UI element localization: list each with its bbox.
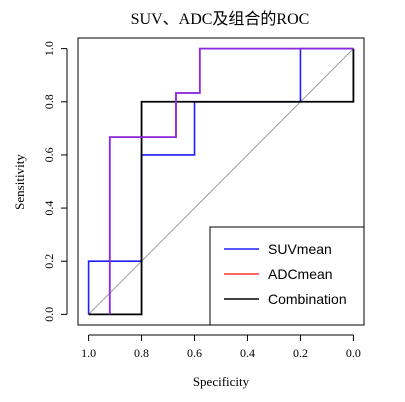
plot-area xyxy=(87,47,355,316)
y-tick-label: 1.0 xyxy=(42,41,56,56)
reference-diagonal-line xyxy=(88,48,354,315)
x-tick-label: 0.2 xyxy=(293,346,308,360)
x-tick-label: 0.0 xyxy=(346,346,361,360)
y-axis-label: Sensitivity xyxy=(12,154,27,210)
x-axis-label: Specificity xyxy=(193,374,250,389)
y-tick-label: 0.2 xyxy=(42,254,56,269)
series-line-suvmean xyxy=(87,47,354,315)
y-tick-label: 0.4 xyxy=(42,201,56,216)
legend-box xyxy=(209,226,365,326)
legend-label-adcmean: ADCmean xyxy=(268,266,333,282)
x-tick-label: 0.8 xyxy=(134,346,149,360)
overlap-line xyxy=(108,47,354,315)
y-tick-label: 0.6 xyxy=(42,147,56,162)
y-tick-label: 0.0 xyxy=(42,307,56,322)
y-tick-label: 0.8 xyxy=(42,94,56,109)
axes: 1.0 0.8 0.6 0.4 0.2 0.0 0.0 0.2 0.4 0.6 0.8 1.0 xyxy=(42,37,365,360)
chart-title: SUV、ADC及组合的ROC xyxy=(131,10,310,28)
x-tick-label: 1.0 xyxy=(81,346,96,360)
legend-label-suvmean: SUVmean xyxy=(268,241,332,257)
x-tick-label: 0.4 xyxy=(240,346,255,360)
legend: SUVmean ADCmean Combination xyxy=(209,226,365,326)
series-line-combination xyxy=(88,48,355,316)
x-tick-label: 0.6 xyxy=(187,346,202,360)
legend-label-combination: Combination xyxy=(268,291,347,307)
